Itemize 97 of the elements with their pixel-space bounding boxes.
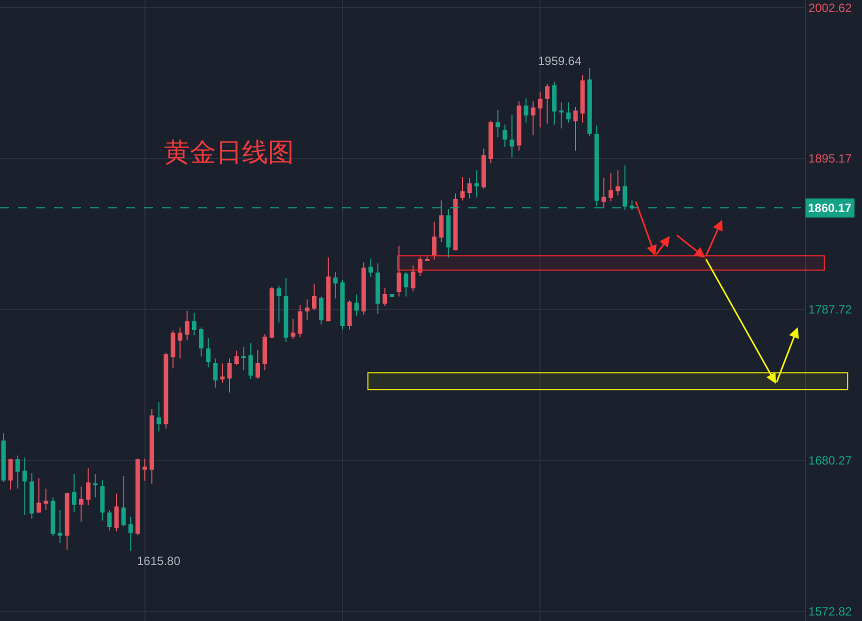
candlestick	[256, 349, 260, 380]
candlestick	[213, 358, 218, 388]
y-tick-label: 1787.72	[808, 302, 852, 317]
candlestick	[30, 472, 34, 520]
candlestick	[474, 170, 479, 198]
candlestick	[488, 120, 493, 164]
candlestick	[206, 338, 211, 368]
candlestick	[439, 200, 444, 243]
candlestick	[100, 479, 105, 522]
candlestick	[227, 358, 232, 394]
candlestick	[121, 476, 126, 527]
candlestick	[368, 258, 373, 278]
candlestick	[142, 458, 147, 482]
candlestick	[432, 221, 437, 260]
y-tick-label: 1572.82	[808, 604, 852, 619]
candlestick	[516, 100, 522, 152]
candlestick	[453, 192, 458, 250]
candlestick	[184, 310, 190, 341]
y-tick-label: 1895.17	[808, 152, 852, 166]
candlestick	[467, 178, 472, 199]
candlestick	[58, 510, 62, 544]
candlestick	[446, 208, 451, 258]
candlestick	[128, 516, 133, 552]
candlestick	[424, 256, 430, 261]
candlestick	[199, 327, 204, 358]
candlestick	[298, 304, 302, 338]
candlestick	[290, 318, 296, 340]
candlestick	[241, 346, 246, 371]
candlestick	[496, 110, 500, 138]
candlestick	[44, 488, 48, 511]
candlestick	[602, 178, 606, 209]
candlestick	[347, 300, 352, 330]
candlestick	[404, 272, 408, 297]
candlestick	[545, 83, 550, 124]
candlestick	[616, 170, 620, 196]
candlestick	[410, 264, 416, 292]
candlestick	[234, 350, 239, 366]
candlestick	[460, 176, 465, 201]
candlestick	[150, 408, 154, 484]
candlestick	[93, 474, 98, 498]
candlestick	[114, 493, 119, 532]
candlestick	[390, 294, 394, 297]
candlestick	[15, 455, 20, 490]
candlestick	[530, 100, 536, 136]
candlestick	[304, 298, 310, 320]
candlestick	[502, 124, 508, 148]
candlestick	[396, 245, 402, 297]
y-tick-label: 2002.62	[808, 0, 852, 15]
candlestick	[8, 458, 13, 490]
candlestick	[319, 296, 324, 326]
candlestick	[107, 510, 112, 531]
candlestick	[566, 102, 571, 124]
candlestick	[270, 286, 274, 339]
candlestick	[192, 312, 196, 336]
candlestick	[552, 81, 557, 126]
candlestick	[333, 272, 338, 299]
candlestick	[510, 114, 514, 158]
candlestick	[538, 91, 542, 128]
candlestick	[156, 402, 162, 432]
annotation: 1615.80	[137, 554, 181, 568]
candlestick	[326, 257, 331, 322]
candlestick	[178, 327, 182, 360]
candlestick	[608, 172, 614, 202]
candlestick	[262, 334, 268, 371]
candlestick	[22, 457, 27, 516]
text: 黄金日线图	[164, 138, 294, 168]
candlestick	[78, 486, 84, 522]
candlestick	[376, 262, 380, 314]
candlestick	[524, 98, 528, 124]
candlestick	[418, 256, 422, 277]
candlestick	[284, 278, 288, 343]
annotation: 1959.64	[538, 54, 582, 68]
candlestick	[50, 496, 56, 537]
candlestick	[220, 362, 225, 384]
candlestick	[481, 148, 486, 190]
candlestick	[170, 330, 176, 369]
candlestick	[382, 287, 388, 307]
candlestick	[164, 352, 168, 430]
candlestick	[354, 294, 359, 316]
candlestick	[36, 477, 42, 514]
candlestick	[64, 492, 70, 550]
y-tick-label: 1680.27	[808, 454, 852, 468]
candlestick	[573, 106, 578, 152]
candlestick	[1, 432, 6, 482]
candlestick	[276, 285, 282, 324]
ref-line-label: 1860.17	[808, 201, 852, 215]
candlestick	[559, 102, 564, 129]
candlestick	[135, 458, 140, 536]
candlestick	[86, 468, 90, 506]
candlestick	[312, 283, 316, 311]
candlestick	[248, 342, 253, 380]
candlestick	[580, 74, 585, 124]
candlestick	[622, 164, 628, 211]
candlestick	[340, 279, 345, 330]
candlestick	[361, 262, 366, 316]
candlestick	[72, 474, 76, 512]
candlestick	[587, 67, 592, 137]
